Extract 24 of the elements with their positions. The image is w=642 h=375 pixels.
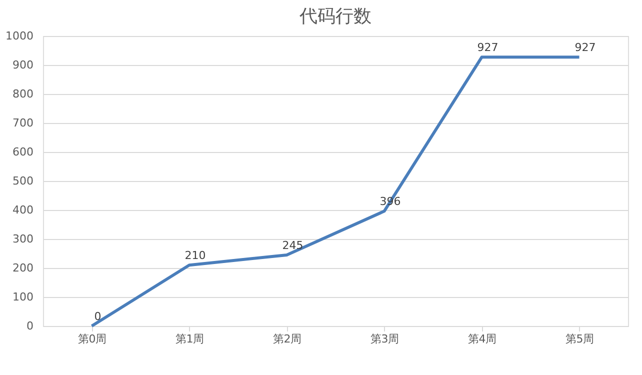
- line-series: [90, 56, 581, 328]
- y-tick-label: 900: [12, 58, 34, 72]
- x-tick-label: 第1周: [175, 332, 204, 346]
- y-tick-label: 400: [12, 204, 34, 216]
- x-tick-label: 第5周: [565, 332, 594, 346]
- y-tick-label: 1000: [6, 30, 34, 42]
- y-tick-label: 500: [12, 174, 34, 188]
- y-tick-label: 600: [12, 146, 34, 158]
- x-tick-label: 第3周: [370, 332, 400, 346]
- x-tick-label: 第4周: [468, 332, 497, 346]
- y-tick-label: 800: [12, 88, 34, 100]
- data-label: 0: [94, 310, 102, 323]
- data-label: 245: [282, 238, 304, 252]
- chart-title: 代码行数: [298, 6, 372, 27]
- data-label: 927: [574, 41, 596, 54]
- y-tick-label: 0: [26, 320, 34, 332]
- y-tick-label: 300: [12, 232, 34, 246]
- x-tick-label: 第0周: [78, 332, 107, 346]
- y-tick-label: 100: [12, 290, 34, 304]
- data-label: 927: [477, 41, 498, 54]
- y-tick-label: 700: [12, 116, 34, 130]
- x-tick-label: 第2周: [272, 332, 302, 346]
- y-tick-label: 200: [12, 262, 34, 274]
- data-label: 210: [184, 249, 206, 262]
